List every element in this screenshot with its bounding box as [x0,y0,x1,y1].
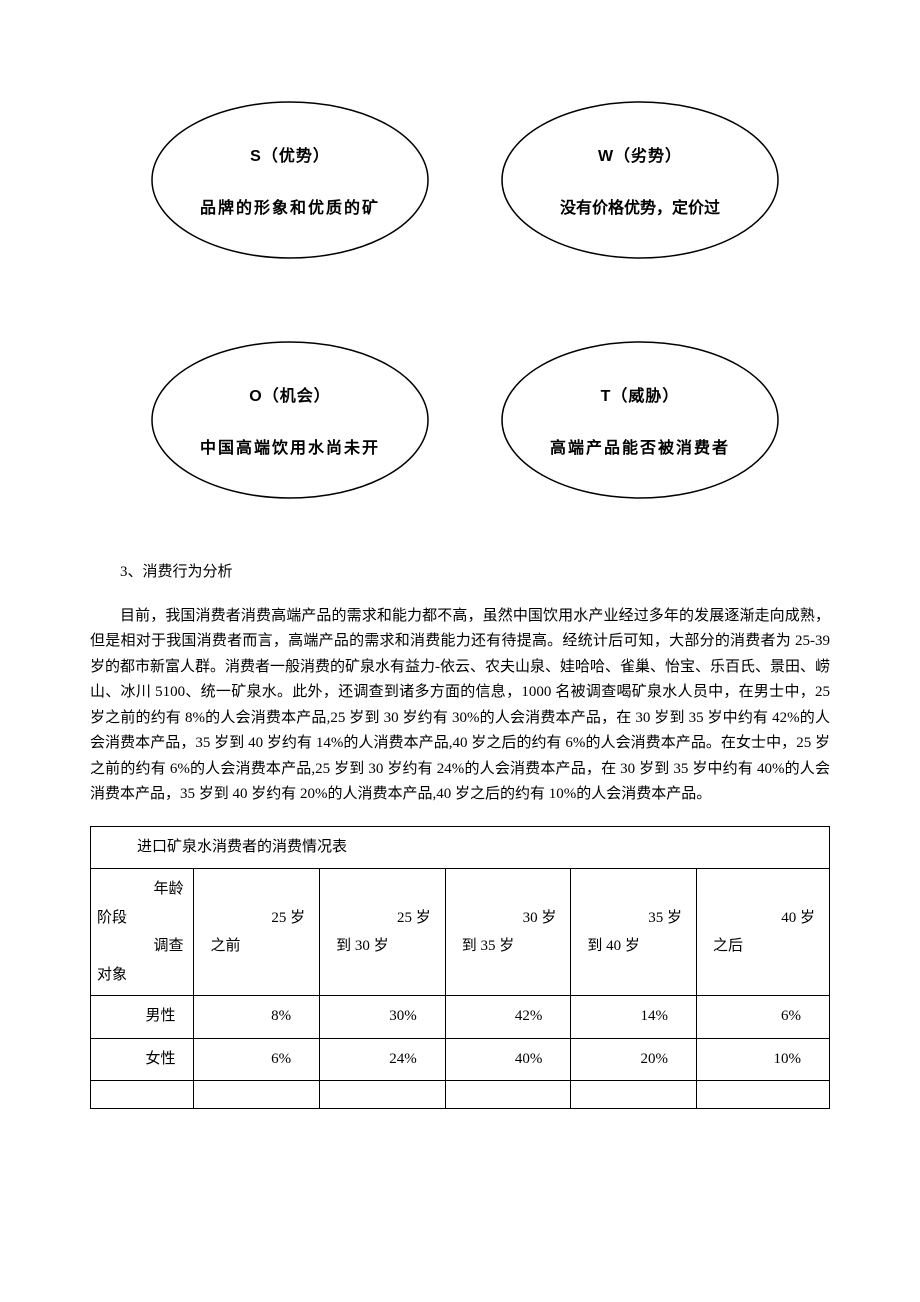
analysis-paragraph: 目前，我国消费者消费高端产品的需求和能力都不高，虽然中国饮用水产业经过多年的发展… [90,604,830,808]
cell: 20% [571,1038,697,1081]
corner-line: 对象 [97,961,183,990]
ellipse-shape [500,100,780,260]
swot-w-title: W（劣势） [598,143,682,170]
table-caption: 进口矿泉水消费者的消费情况表 [91,826,830,869]
col-head-1: 25 岁 到 30 岁 [320,869,446,996]
cell: 42% [445,996,571,1039]
corner-line: 调查 [153,938,183,954]
cell: 40% [445,1038,571,1081]
col-head-0: 25 岁 之前 [194,869,320,996]
swot-s-title: S（优势） [250,143,330,170]
swot-t-title: T（威胁） [601,383,680,410]
table-empty-row [91,1081,830,1109]
swot-weakness: W（劣势） 没有价格优势，定价过 [500,100,780,260]
corner-line: 年龄 [153,881,183,897]
swot-threat: T（威胁） 高端产品能否被消费者 [500,340,780,500]
col-l2: 到 30 岁 [326,932,431,961]
swot-diagram: S（优势） 品牌的形象和优质的矿 W（劣势） 没有价格优势，定价过 O（机会） … [100,100,820,530]
cell: 6% [696,996,829,1039]
cell: 14% [571,996,697,1039]
cell: 8% [194,996,320,1039]
swot-s-body: 品牌的形象和优质的矿 [170,195,410,222]
col-l1: 35 岁 [648,910,682,926]
table-corner: 年龄 阶段 调查 对象 [91,869,194,996]
col-l2: 之前 [200,932,305,961]
col-l1: 40 岁 [781,910,815,926]
cell: 24% [320,1038,446,1081]
ellipse-shape [150,100,430,260]
table-caption-row: 进口矿泉水消费者的消费情况表 [91,826,830,869]
row-label-female: 女性 [91,1038,194,1081]
col-l1: 25 岁 [397,910,431,926]
corner-line: 阶段 [97,904,183,933]
col-head-3: 35 岁 到 40 岁 [571,869,697,996]
cell: 30% [320,996,446,1039]
row-label-male: 男性 [91,996,194,1039]
col-l1: 25 岁 [271,910,305,926]
swot-opportunity: O（机会） 中国高端饮用水尚未开 [150,340,430,500]
section-heading: 3、消费行为分析 [90,560,830,586]
swot-strength: S（优势） 品牌的形象和优质的矿 [150,100,430,260]
swot-w-body: 没有价格优势，定价过 [530,195,750,222]
swot-o-title: O（机会） [249,383,330,410]
ellipse-shape [500,340,780,500]
col-head-4: 40 岁 之后 [696,869,829,996]
table-header-row: 年龄 阶段 调查 对象 25 岁 之前 25 岁 到 30 岁 30 岁 到 3… [91,869,830,996]
table-row: 男性 8% 30% 42% 14% 6% [91,996,830,1039]
col-l2: 之后 [703,932,815,961]
col-l1: 30 岁 [523,910,557,926]
table-row: 女性 6% 24% 40% 20% 10% [91,1038,830,1081]
swot-o-body: 中国高端饮用水尚未开 [170,435,410,462]
cell: 6% [194,1038,320,1081]
col-l2: 到 40 岁 [577,932,682,961]
cell: 10% [696,1038,829,1081]
col-head-2: 30 岁 到 35 岁 [445,869,571,996]
col-l2: 到 35 岁 [452,932,557,961]
consumption-table: 进口矿泉水消费者的消费情况表 年龄 阶段 调查 对象 25 岁 之前 25 岁 … [90,826,830,1110]
ellipse-shape [150,340,430,500]
swot-t-body: 高端产品能否被消费者 [520,435,760,462]
